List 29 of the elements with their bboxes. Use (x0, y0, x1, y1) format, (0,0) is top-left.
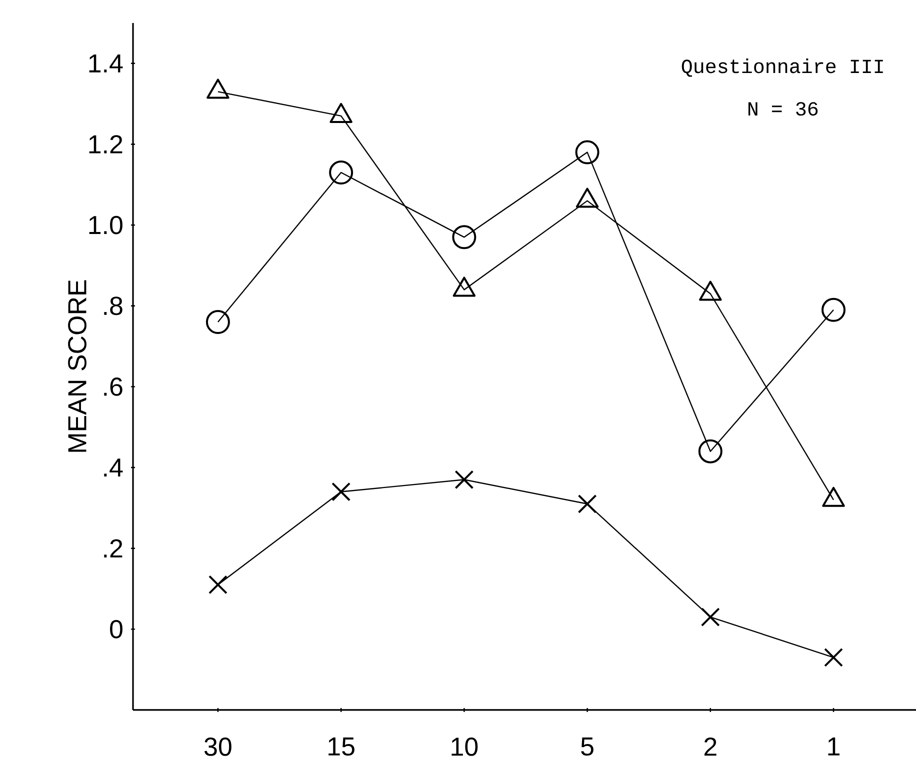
y-tick-label: .8 (104, 296, 122, 316)
x-tick-label: 1 (828, 738, 840, 756)
x-tick-label: 10 (452, 738, 478, 756)
point (332, 482, 351, 502)
y-tick-label: .6 (104, 377, 122, 396)
y-tick-label: 0 (110, 620, 122, 638)
point (822, 298, 846, 322)
point (578, 494, 597, 514)
y-tick-label: 1.2 (89, 135, 122, 154)
annotation: Questionnaire III (682, 58, 883, 77)
x-tick-label: 30 (204, 738, 232, 756)
x-tick-label: 5 (581, 738, 594, 756)
y-tick-label: 1.4 (89, 54, 123, 72)
point (575, 140, 600, 164)
point (452, 225, 476, 250)
y-tick-label: .2 (104, 539, 122, 558)
point (700, 608, 720, 627)
point (454, 470, 474, 490)
y-axis-title: MEAN SCORE (68, 280, 86, 452)
point (698, 439, 722, 464)
y-tick-label: 1.0 (89, 216, 122, 234)
x-tick-label: 15 (328, 738, 354, 756)
point (208, 575, 228, 594)
annotation: N = 36 (748, 102, 818, 116)
y-tick-label: .4 (104, 458, 123, 476)
point (824, 648, 843, 667)
point (329, 160, 354, 185)
x-tick-label: 2 (704, 738, 716, 756)
point (206, 310, 230, 334)
